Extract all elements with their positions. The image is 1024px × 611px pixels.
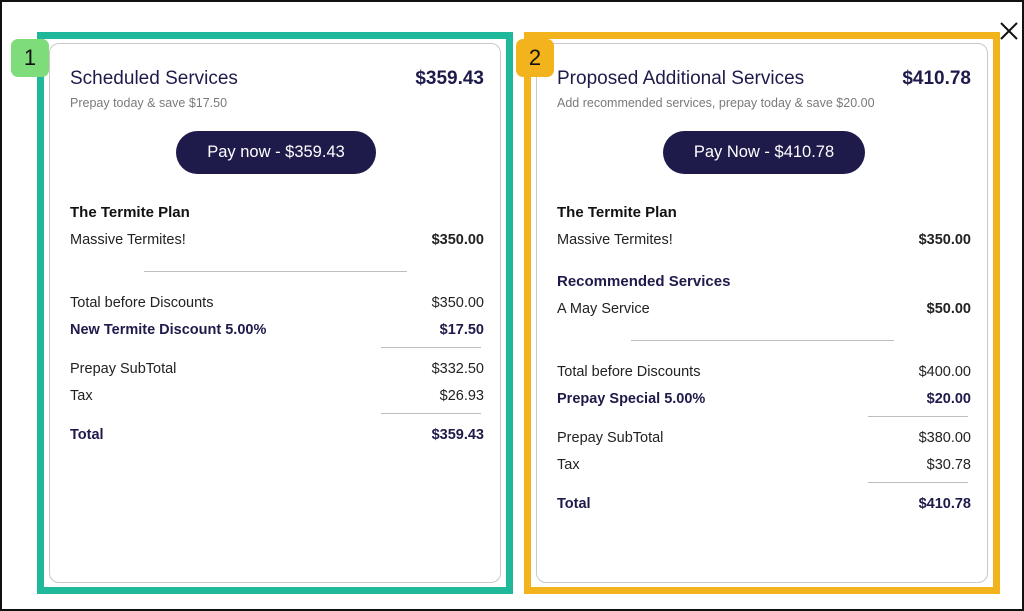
- prepay-subtotal-label: Prepay SubTotal: [557, 430, 664, 446]
- proposed-services-card: Proposed Additional Services $410.78 Add…: [536, 43, 988, 583]
- plan-item-value: $350.00: [918, 232, 971, 248]
- tax-row: Tax $30.78: [557, 457, 971, 477]
- panel-subtitle: Add recommended services, prepay today &…: [557, 96, 875, 110]
- divider: [631, 340, 894, 341]
- total-before-discounts-label: Total before Discounts: [557, 364, 701, 380]
- tax-value: $26.93: [439, 388, 484, 404]
- close-icon: [1000, 22, 1018, 40]
- panel-title: Proposed Additional Services: [557, 68, 805, 89]
- divider: [144, 271, 407, 272]
- total-value: $359.43: [431, 427, 484, 443]
- pay-now-button[interactable]: Pay Now - $410.78: [663, 131, 865, 174]
- recommended-item-row: A May Service $50.00: [557, 301, 971, 321]
- tax-value: $30.78: [926, 457, 971, 473]
- total-row: Total $410.78: [557, 496, 971, 516]
- discount-value: $17.50: [439, 322, 484, 338]
- total-before-discounts-row: Total before Discounts $350.00: [70, 295, 484, 315]
- discount-label: New Termite Discount 5.00%: [70, 322, 267, 338]
- panel-subtitle: Prepay today & save $17.50: [70, 96, 228, 110]
- discount-row: New Termite Discount 5.00% $17.50: [70, 322, 484, 342]
- tax-row: Tax $26.93: [70, 388, 484, 408]
- panel-title-amount: $410.78: [902, 68, 971, 89]
- plan-item-row: Massive Termites! $350.00: [557, 232, 971, 252]
- recommended-item-value: $50.00: [926, 301, 971, 317]
- total-before-discounts-label: Total before Discounts: [70, 295, 214, 311]
- recommended-item-label: A May Service: [557, 301, 650, 317]
- step-badge-2: 2: [516, 39, 554, 77]
- discount-row: Prepay Special 5.00% $20.00: [557, 391, 971, 411]
- total-before-discounts-value: $400.00: [918, 364, 971, 380]
- plan-title: The Termite Plan: [70, 204, 190, 221]
- proposed-services-panel: Proposed Additional Services $410.78 Add…: [524, 32, 1000, 594]
- scheduled-services-card: Scheduled Services $359.43 Prepay today …: [49, 43, 501, 583]
- recommended-services-title: Recommended Services: [557, 273, 731, 290]
- total-value: $410.78: [918, 496, 971, 512]
- plan-item-row: Massive Termites! $350.00: [70, 232, 484, 252]
- panel-title-amount: $359.43: [415, 68, 484, 89]
- tax-label: Tax: [70, 388, 93, 404]
- total-label: Total: [70, 427, 104, 443]
- prepay-subtotal-label: Prepay SubTotal: [70, 361, 177, 377]
- total-label: Total: [557, 496, 591, 512]
- plan-item-value: $350.00: [431, 232, 484, 248]
- plan-item-label: Massive Termites!: [70, 232, 186, 248]
- prepay-subtotal-row: Prepay SubTotal $332.50: [70, 361, 484, 381]
- divider: [381, 347, 481, 348]
- divider: [868, 482, 968, 483]
- prepay-subtotal-value: $332.50: [431, 361, 484, 377]
- total-before-discounts-row: Total before Discounts $400.00: [557, 364, 971, 384]
- discount-label: Prepay Special 5.00%: [557, 391, 706, 407]
- discount-value: $20.00: [926, 391, 971, 407]
- plan-title: The Termite Plan: [557, 204, 677, 221]
- close-button[interactable]: [997, 19, 1021, 43]
- step-badge-1: 1: [11, 39, 49, 77]
- scheduled-services-panel: Scheduled Services $359.43 Prepay today …: [37, 32, 513, 594]
- panel-title: Scheduled Services: [70, 68, 238, 89]
- plan-item-label: Massive Termites!: [557, 232, 673, 248]
- total-before-discounts-value: $350.00: [431, 295, 484, 311]
- total-row: Total $359.43: [70, 427, 484, 447]
- divider: [868, 416, 968, 417]
- prepay-subtotal-value: $380.00: [918, 430, 971, 446]
- prepay-subtotal-row: Prepay SubTotal $380.00: [557, 430, 971, 450]
- pay-now-button[interactable]: Pay now - $359.43: [176, 131, 376, 174]
- divider: [381, 413, 481, 414]
- tax-label: Tax: [557, 457, 580, 473]
